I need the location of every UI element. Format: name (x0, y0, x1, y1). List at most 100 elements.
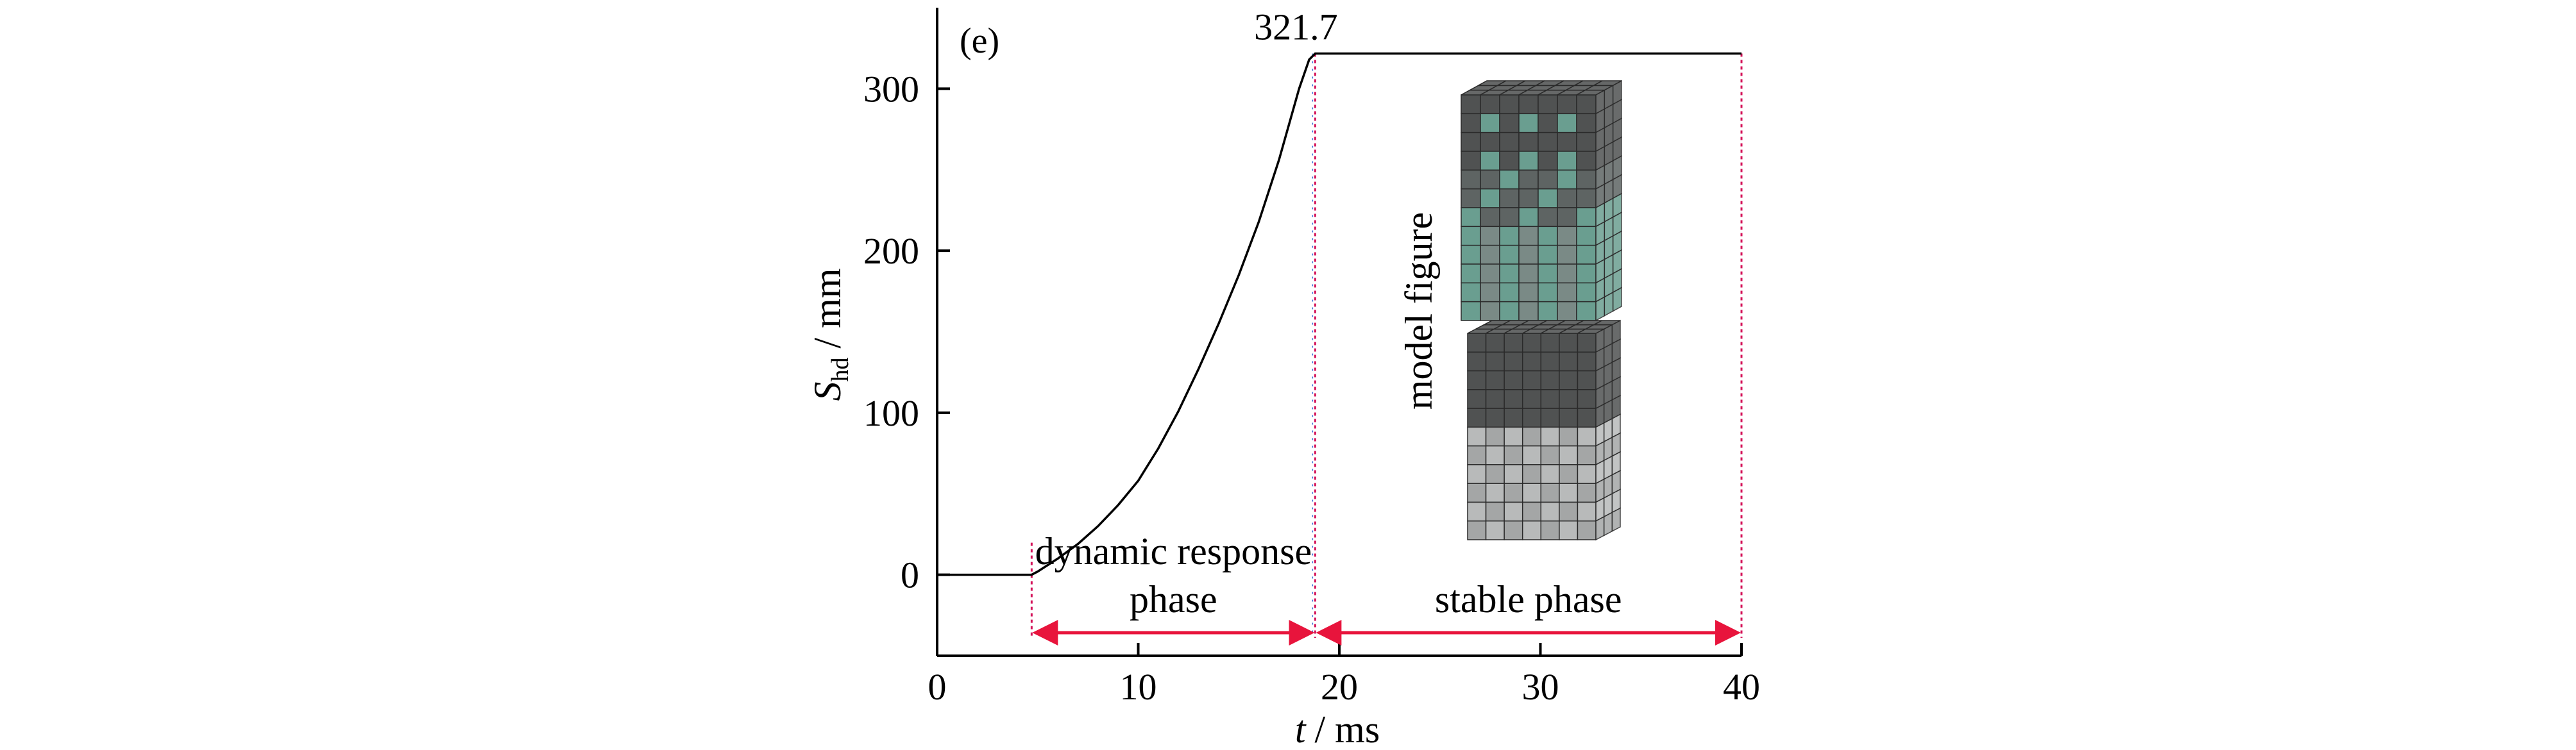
block-cell (1485, 520, 1505, 540)
block-cell (1538, 226, 1558, 246)
phase-label-dynamic-line1: dynamic response (1035, 530, 1312, 572)
block-cell (1499, 263, 1520, 284)
block-cell (1504, 445, 1523, 465)
block-cell (1467, 408, 1487, 428)
block-top-cell (1593, 320, 1621, 326)
block-cell (1518, 244, 1539, 265)
block-side-cell (1603, 512, 1613, 537)
block-cell (1499, 113, 1520, 133)
block-cell (1559, 520, 1579, 540)
block-cell (1518, 113, 1539, 133)
block-cell (1480, 282, 1500, 303)
block-cell (1577, 333, 1597, 353)
block-cell (1577, 389, 1597, 409)
block-cell (1485, 445, 1505, 465)
block-cell (1461, 207, 1481, 228)
block-cell (1540, 483, 1560, 503)
block-cell (1461, 282, 1481, 303)
block-cell (1576, 244, 1597, 265)
block-cell (1559, 426, 1579, 447)
block-cell (1577, 408, 1597, 428)
block-cell (1485, 333, 1505, 353)
block-cell (1480, 188, 1500, 208)
block-cell (1538, 151, 1558, 171)
block-cell (1480, 131, 1500, 152)
block-cell (1576, 94, 1597, 115)
block-cell (1504, 464, 1523, 484)
block-cell (1461, 151, 1481, 171)
block-cell (1521, 501, 1542, 522)
block-cell (1538, 263, 1558, 284)
block-cell (1499, 282, 1520, 303)
block-cell (1485, 408, 1505, 428)
x-tick-label: 0 (928, 666, 947, 708)
block-cell (1540, 389, 1560, 409)
x-tick-label: 30 (1522, 666, 1559, 708)
y-tick-label: 100 (863, 392, 919, 434)
block-side-cell (1604, 291, 1614, 317)
block-cell (1559, 408, 1579, 428)
block-cell (1467, 351, 1487, 372)
block-cell (1540, 464, 1560, 484)
block-cell (1538, 282, 1558, 303)
block-cell (1521, 520, 1542, 540)
block-cell (1538, 244, 1558, 265)
block-cell (1518, 226, 1539, 246)
block-cell (1576, 207, 1597, 228)
block-cell (1540, 408, 1560, 428)
block-cell (1557, 301, 1577, 321)
block-side-cell (1612, 287, 1622, 312)
block-cell (1504, 351, 1523, 372)
block-cell (1559, 483, 1579, 503)
block-cell (1480, 207, 1500, 228)
block-cell (1461, 263, 1481, 284)
block-cell (1559, 501, 1579, 522)
block-cell (1557, 131, 1577, 152)
block-cell (1559, 445, 1579, 465)
block-cell (1480, 226, 1500, 246)
block-cell (1577, 520, 1597, 540)
block-cell (1577, 351, 1597, 372)
block-cell (1499, 207, 1520, 228)
y-ticks: 0 100 200 300 (863, 68, 950, 596)
block-cell (1461, 301, 1481, 321)
block-cell (1480, 301, 1500, 321)
block-cell (1557, 226, 1577, 246)
block-cell (1485, 426, 1505, 447)
block-cell (1521, 333, 1542, 353)
y-tick-label: 300 (863, 68, 919, 110)
x-ticks: 0 10 20 30 40 (928, 643, 1760, 708)
block-cell (1467, 520, 1487, 540)
block-cell (1467, 445, 1487, 465)
block-cell (1576, 263, 1597, 284)
block-cell (1559, 389, 1579, 409)
peak-value-label: 321.7 (1254, 6, 1338, 48)
block-cell (1485, 370, 1505, 390)
block-cell (1467, 426, 1487, 447)
block-cell (1538, 301, 1558, 321)
block-cell (1557, 263, 1577, 284)
inset-label: model figure (1398, 212, 1440, 410)
block-side-cell (1611, 507, 1621, 532)
block-cell (1518, 301, 1539, 321)
block-cell (1557, 169, 1577, 190)
y-tick-label: 200 (863, 230, 919, 272)
block-cell (1538, 169, 1558, 190)
block-cell (1467, 333, 1487, 353)
block-cell (1499, 226, 1520, 246)
block-cell (1461, 226, 1481, 246)
block-cell (1504, 370, 1523, 390)
block-cell (1559, 351, 1579, 372)
block-cell (1499, 94, 1520, 115)
block-cell (1467, 370, 1487, 390)
block-cell (1559, 370, 1579, 390)
block-cell (1467, 389, 1487, 409)
block-cell (1461, 113, 1481, 133)
block-cell (1557, 113, 1577, 133)
block-cell (1540, 333, 1560, 353)
block-cell (1576, 188, 1597, 208)
block-cell (1480, 169, 1500, 190)
block-cell (1538, 188, 1558, 208)
block-cell (1467, 501, 1487, 522)
block-cell (1540, 351, 1560, 372)
